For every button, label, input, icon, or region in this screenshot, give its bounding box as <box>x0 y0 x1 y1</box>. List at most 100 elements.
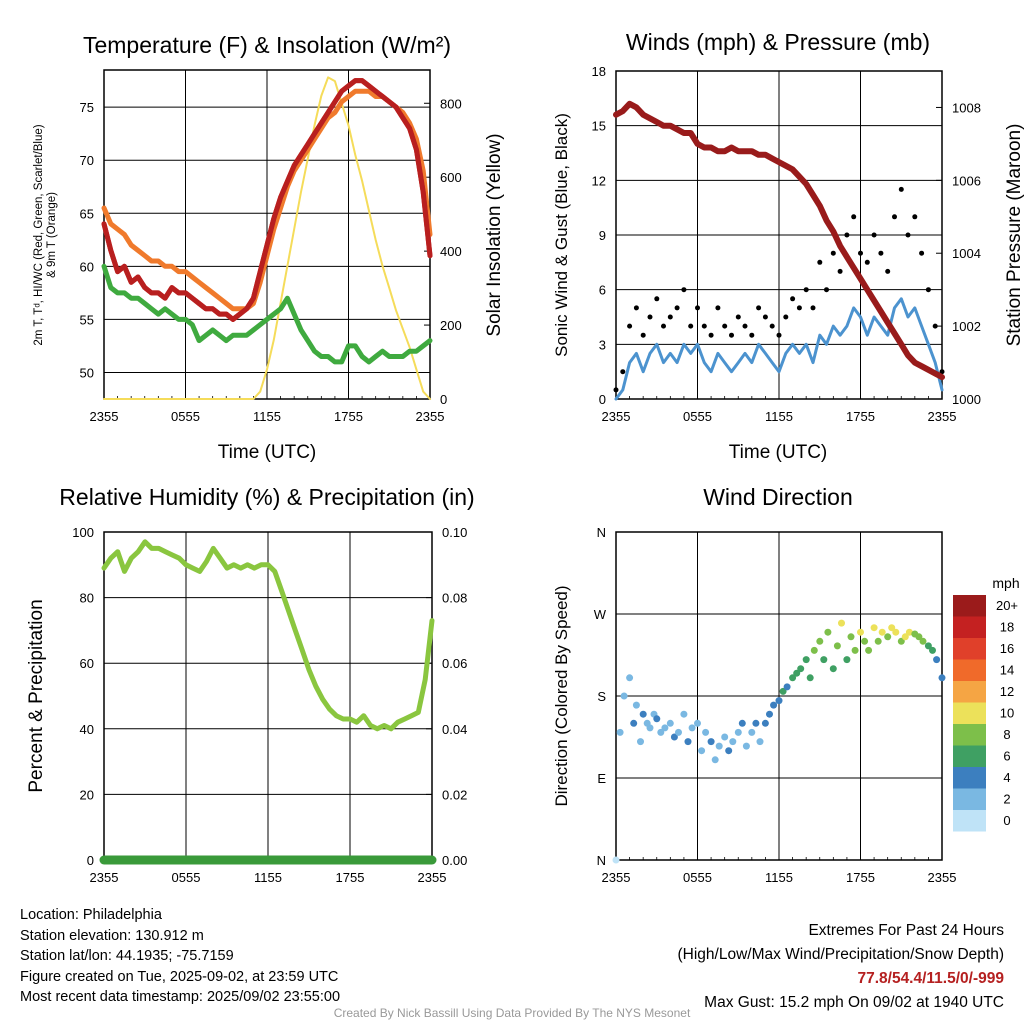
gust-point <box>844 232 850 238</box>
humidity-y-tick-label: 80 <box>80 591 94 606</box>
direction-point <box>742 742 750 750</box>
humidity-x-tick-label: 1155 <box>254 870 282 885</box>
direction-point <box>829 665 837 673</box>
humidity-y-right-tick-label: 0.06 <box>442 656 467 671</box>
winds-x-tick-label: 1155 <box>765 409 793 424</box>
temperature-x-tick-label: 2355 <box>90 409 119 424</box>
extremes-values: 77.8/54.4/11.5/0/-999 <box>857 970 1004 987</box>
speed-legend-label: 20+ <box>996 598 1018 613</box>
extremes-title: Extremes For Past 24 Hours <box>808 922 1004 939</box>
gust-point <box>783 314 789 320</box>
direction-point <box>793 669 801 677</box>
gust-point <box>776 332 782 338</box>
winds-x-tick-label: 0555 <box>683 409 712 424</box>
temperature-y-right-tick-label: 800 <box>440 96 462 111</box>
direction-point <box>646 724 654 732</box>
temperature-y-tick-label: 55 <box>80 312 94 327</box>
temperature-y-right-tick-label: 400 <box>440 244 462 259</box>
direction-point <box>857 628 864 636</box>
direction-point <box>905 628 913 636</box>
direction-point <box>684 738 692 746</box>
winds-panel: Winds (mph) & Pressure (mb) Time (UTC) S… <box>552 29 1024 463</box>
direction-point <box>878 628 886 636</box>
gust-point <box>749 332 755 338</box>
humidity-panel: Relative Humidity (%) & Precipitation (i… <box>26 484 475 885</box>
speed-legend-label: 18 <box>1000 620 1014 635</box>
direction-point <box>770 701 778 709</box>
winds-y-right-tick-label: 1000 <box>952 392 981 407</box>
wind-direction-title: Wind Direction <box>703 484 853 510</box>
direction-point <box>734 728 742 736</box>
direction-point <box>729 738 737 746</box>
direction-point <box>820 656 828 664</box>
direction-point <box>901 633 909 641</box>
humidity-y-tick-label: 0 <box>87 853 94 868</box>
direction-point <box>888 624 896 632</box>
wind-direction-x-tick-label: 2355 <box>602 870 631 885</box>
speed-legend-label: 6 <box>1003 749 1010 764</box>
latlon-text: Station lat/lon: 44.1935; -75.7159 <box>20 948 234 964</box>
direction-point <box>779 687 787 695</box>
direction-point <box>789 674 797 682</box>
gust-point <box>715 305 721 311</box>
winds-y-tick-label: 3 <box>599 337 606 352</box>
direction-point <box>938 674 946 682</box>
direction-point <box>639 710 647 718</box>
wind-direction-x-tick-label: 1755 <box>846 870 875 885</box>
temperature-ylabel-line2: & 9m T (Orange) <box>46 192 58 278</box>
direction-point <box>707 738 715 746</box>
direction-point <box>861 637 869 645</box>
speed-legend-label: 4 <box>1003 770 1010 785</box>
direction-point <box>738 719 746 727</box>
humidity-y-tick-label: 100 <box>72 525 94 540</box>
direction-point <box>824 628 832 636</box>
gust-point <box>722 323 728 329</box>
direction-point <box>870 624 878 632</box>
speed-legend-label: 12 <box>1000 684 1014 699</box>
gust-point <box>810 305 816 311</box>
direction-point <box>715 742 723 750</box>
speed-legend-swatch <box>953 702 986 724</box>
dew-point-line <box>101 263 433 365</box>
insolation-ylabel: Solar Insolation (Yellow) <box>484 133 505 336</box>
speed-legend-label: 8 <box>1003 727 1010 742</box>
direction-point <box>637 738 644 746</box>
temperature-x-tick-label: 1755 <box>334 409 363 424</box>
winds-y-tick-label: 15 <box>592 119 606 134</box>
gust-point <box>803 287 809 293</box>
gust-point <box>905 232 911 238</box>
direction-point <box>847 633 855 641</box>
gust-point <box>919 250 925 256</box>
speed-legend-swatch <box>953 788 986 810</box>
direction-point <box>874 637 882 645</box>
temperature-y-right-tick-label: 0 <box>440 392 447 407</box>
gust-point <box>627 323 633 329</box>
gust-point <box>790 296 796 302</box>
gust-point <box>729 332 734 338</box>
gust-point <box>647 314 653 320</box>
wind-direction-y-tick-label: N <box>597 525 606 540</box>
wind-direction-x-tick-label: 2355 <box>928 870 957 885</box>
direction-point <box>725 747 733 755</box>
speed-legend-label: 2 <box>1003 792 1010 807</box>
temperature-x-tick-label: 2355 <box>416 409 445 424</box>
direction-point <box>616 728 624 736</box>
temperature-y-tick-label: 50 <box>80 365 94 380</box>
winds-y-tick-label: 18 <box>592 64 606 79</box>
created-text: Figure created on Tue, 2025-09-02, at 23… <box>20 968 339 985</box>
gust-point <box>681 287 687 293</box>
direction-point <box>838 619 845 627</box>
rh-line <box>101 539 435 732</box>
direction-point <box>698 747 706 755</box>
direction-point <box>766 710 773 718</box>
winds-x-tick-label: 2355 <box>928 409 957 424</box>
speed-legend-swatch <box>953 767 986 789</box>
winds-ylabel: Sonic Wind & Gust (Blue, Black) <box>552 113 571 357</box>
humidity-ylabel: Percent & Precipitation <box>26 599 47 792</box>
gust-point <box>817 259 823 265</box>
temperature-y-tick-label: 70 <box>80 153 94 168</box>
direction-point <box>711 756 719 764</box>
gust-point <box>695 305 700 311</box>
gust-point <box>769 323 775 329</box>
